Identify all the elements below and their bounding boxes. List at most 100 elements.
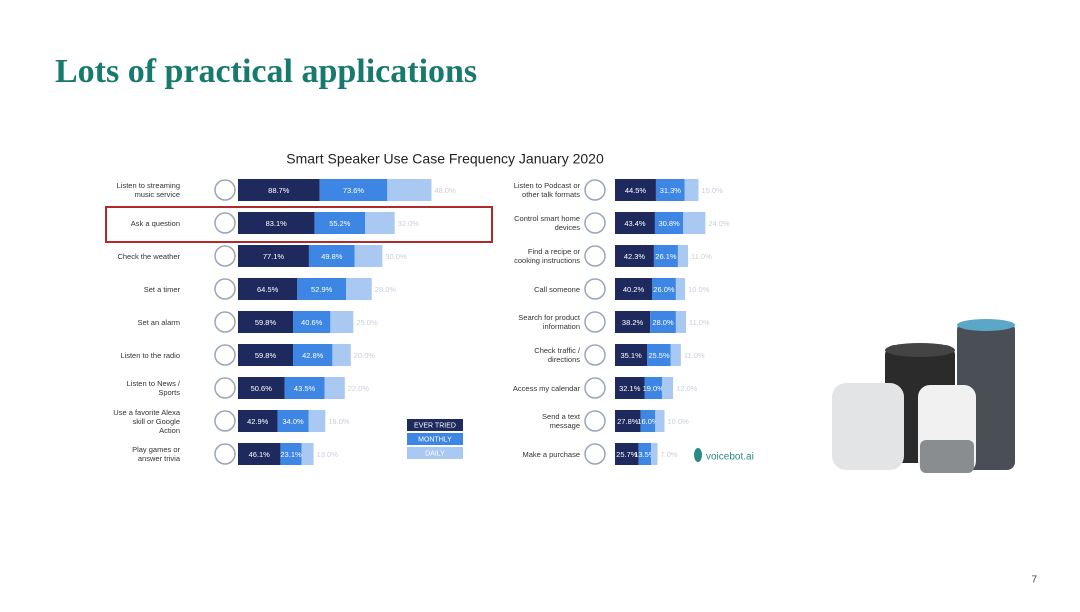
bar-segment (238, 377, 285, 399)
icon (214, 212, 236, 234)
value-label: 15.0% (702, 186, 724, 195)
bar-segment (615, 443, 639, 465)
value-label: 28.0% (375, 285, 397, 294)
icon (584, 212, 606, 234)
category-label-box: Call someone (534, 284, 580, 294)
value-label: 48.0% (434, 186, 456, 195)
bar-segment (640, 410, 656, 432)
bar-segment (615, 344, 648, 366)
bar-segment (387, 179, 432, 201)
bar-segment (651, 443, 658, 465)
value-label: 16.0% (637, 417, 659, 426)
value-label: 73.6% (343, 186, 365, 195)
icon (584, 278, 606, 300)
category-label-box: Set an alarm (137, 317, 180, 327)
category-label: Call someone (534, 284, 580, 294)
value-label: 22.0% (348, 384, 370, 393)
value-label: 25.7% (616, 450, 638, 459)
icon (214, 311, 236, 333)
value-label: 52.9% (311, 285, 333, 294)
bar-segment (683, 212, 706, 234)
category-label-box: Listen to Podcast or other talk formats (513, 181, 580, 199)
speakers-image (832, 319, 1015, 473)
category-label-box: Make a purchase (522, 450, 580, 459)
icon (214, 377, 236, 399)
value-label: 20.0% (354, 351, 376, 360)
bar-segment (277, 410, 309, 432)
category-label-box: Check the weather (117, 251, 180, 261)
value-label: 42.3% (624, 252, 646, 261)
bar-segment (675, 311, 687, 333)
category-label-box: Search for product information (518, 313, 580, 331)
category-label: Control smart home devices (514, 214, 580, 232)
chart-title: Smart Speaker Use Case Frequency January… (286, 151, 604, 167)
value-label: 59.8% (255, 351, 277, 360)
value-label: 64.5% (257, 285, 279, 294)
bar-segment (675, 278, 686, 300)
bar-segment (238, 311, 294, 333)
icon (214, 278, 236, 300)
bar-segment (238, 179, 320, 201)
category-label-box: Access my calendar (512, 383, 580, 393)
icon (214, 344, 236, 366)
category-label-box: Use a favorite Alexa skill or Google Act… (113, 409, 180, 433)
category-label: Set an alarm (137, 317, 180, 327)
bar-segment (346, 278, 372, 300)
value-label: 19.0% (643, 384, 665, 393)
value-label: 46.1% (249, 450, 271, 459)
value-label: 11.0% (691, 252, 712, 261)
value-label: 13.0% (317, 450, 339, 459)
logo: voicebot.ai (694, 448, 754, 463)
category-label: Listen to streaming music service (116, 181, 180, 199)
category-label: Send a text message (542, 412, 580, 430)
bar-segment (615, 278, 652, 300)
value-label: 55.2% (329, 219, 351, 228)
bar-segment (238, 245, 309, 267)
category-label: Play games or answer trivia (132, 445, 180, 463)
legend-label: EVER TRIED (414, 422, 456, 429)
category-label: Find a recipe or cooking instructions (514, 247, 580, 265)
value-label: 43.5% (294, 384, 316, 393)
category-label: Access my calendar (512, 383, 580, 393)
category-label: Set a timer (143, 284, 180, 294)
value-label: 40.2% (623, 285, 645, 294)
highlight-box (105, 206, 493, 243)
bar-segment (354, 245, 383, 267)
bar-segment (314, 212, 366, 234)
bar-segment (308, 410, 326, 432)
value-label: 30.8% (658, 219, 680, 228)
category-label: Listen to Podcast or other talk formats (513, 181, 580, 199)
category-label: Use a favorite Alexa skill or Google Act… (113, 409, 180, 433)
bar-segment (293, 311, 331, 333)
value-label: 18.0% (328, 417, 350, 426)
icon (584, 245, 606, 267)
bar-segment (662, 377, 674, 399)
bar-segment (615, 179, 656, 201)
bar-segment (655, 179, 685, 201)
bar-segment (293, 344, 333, 366)
slide-title: Lots of practical applications (55, 53, 477, 90)
category-label-box: Find a recipe or cooking instructions (514, 247, 580, 265)
value-label: 44.5% (625, 186, 647, 195)
category-label-box: Ask a question (131, 219, 180, 228)
icon (584, 179, 606, 201)
bar-segment (670, 344, 681, 366)
value-label: 77.1% (263, 252, 285, 261)
value-label: 25.5% (648, 351, 670, 360)
legend-swatch (407, 433, 463, 445)
category-label-box: Control smart home devices (514, 214, 580, 232)
bar-segment (238, 443, 281, 465)
category-label: Check the weather (117, 251, 180, 261)
category-label-box: Listen to the radio (120, 351, 180, 360)
value-label: 40.6% (301, 318, 323, 327)
bar-segment (308, 245, 355, 267)
value-label: 23.1% (280, 450, 302, 459)
logo-text: voicebot.ai (706, 452, 754, 463)
bar-segment (238, 212, 315, 234)
bar-segment (644, 377, 663, 399)
bar-segment (238, 278, 298, 300)
value-label: 12.0% (676, 384, 698, 393)
bar-segment (238, 410, 278, 432)
category-label-box: Listen to streaming music service (116, 181, 180, 199)
